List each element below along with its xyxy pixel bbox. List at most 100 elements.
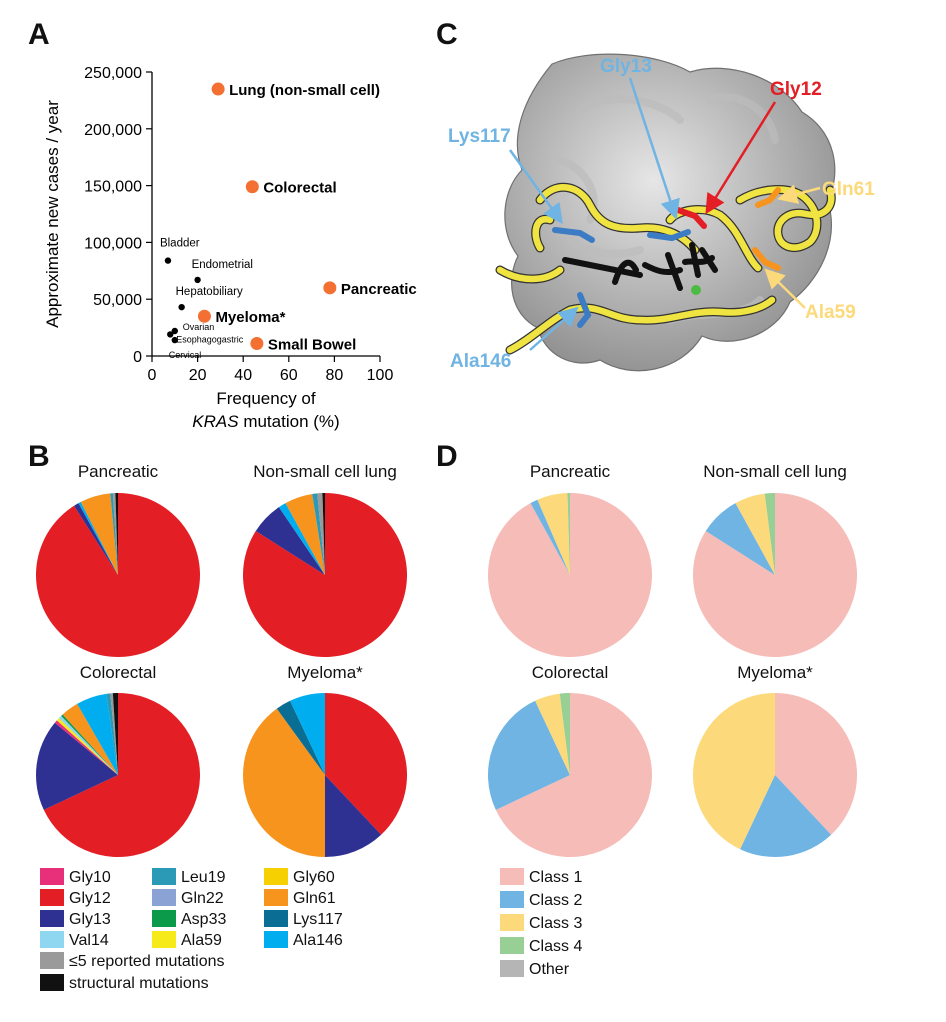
legend-label: Class 2 <box>529 892 583 909</box>
pie-slice <box>764 493 775 575</box>
point-label: Bladder <box>160 238 200 250</box>
legend-item: Class 2 <box>500 891 582 910</box>
legend-swatch <box>264 931 288 948</box>
pie-slice <box>56 718 118 775</box>
pie-d-title-myeloma: Myeloma* <box>737 663 813 682</box>
pie-slice <box>317 493 325 575</box>
pie-slice <box>325 775 382 857</box>
residue-label: Gly12 <box>770 79 822 100</box>
pie-slice <box>290 693 325 775</box>
pie-slice <box>106 693 118 775</box>
legend-swatch <box>500 960 524 977</box>
pie-slice <box>276 700 325 775</box>
pie-slice <box>535 693 570 775</box>
pie-slice <box>243 708 325 857</box>
surface-fold <box>576 95 684 124</box>
legend-item: Gln61 <box>264 889 336 908</box>
scatter-point <box>197 309 211 323</box>
residue-arrow <box>628 77 680 220</box>
legend-item: structural mutations <box>40 974 209 993</box>
pie-slice <box>112 493 118 575</box>
legend-swatch <box>500 937 524 954</box>
y-tick-label: 250,000 <box>84 65 142 82</box>
y-tick-label: 200,000 <box>84 122 142 139</box>
pie-b-lung <box>242 493 407 657</box>
legend-label: ≤5 reported mutations <box>69 953 225 970</box>
pie-d-pancreatic <box>488 493 652 657</box>
scatter-point <box>178 303 185 311</box>
legend-item: ≤5 reported mutations <box>40 952 225 971</box>
pie-slice <box>61 714 118 775</box>
y-tick-label: 0 <box>133 349 142 366</box>
legend-label: Gly13 <box>69 911 111 928</box>
x-tick-label: 0 <box>148 367 157 384</box>
x-tick-label: 100 <box>367 367 394 384</box>
scatter-point <box>250 337 264 351</box>
pie-b-pancreatic <box>35 493 200 657</box>
legend-label: Val14 <box>69 932 109 949</box>
legend-swatch <box>40 974 64 991</box>
pie-slice <box>705 503 775 575</box>
pie-d-title-lung: Non-small cell lung <box>703 462 847 481</box>
pie-b-title-myeloma: Myeloma* <box>287 663 363 682</box>
x-tick-label: 80 <box>326 367 344 384</box>
pie-slice <box>115 493 118 575</box>
pie-d-colorectal <box>488 693 652 857</box>
residue-label: Gln61 <box>822 179 875 200</box>
pie-slice <box>325 693 407 835</box>
legend-label: Class 4 <box>529 938 583 955</box>
legend-classes: Class 1 Class 2 Class 3 Class 4 Other <box>500 868 700 1008</box>
scatter-point <box>211 82 225 96</box>
point-label: Endometrial <box>192 259 253 271</box>
legend-label: Class 1 <box>529 869 583 886</box>
legend-label: Ala146 <box>293 932 343 949</box>
legend-item: Gly12 <box>40 889 111 908</box>
residue-stick <box>755 187 781 208</box>
surface-fold <box>706 93 779 144</box>
scatter-point <box>323 281 337 295</box>
legend-item: Ala146 <box>264 931 343 950</box>
pie-slice <box>322 493 325 575</box>
y-tick-label: 150,000 <box>84 179 142 196</box>
legend-swatch <box>152 910 176 927</box>
x-axis-label: Frequency of <box>216 389 315 408</box>
pie-slice <box>58 715 118 775</box>
pie-b-colorectal <box>36 693 200 857</box>
residue-stick <box>577 292 592 328</box>
legend-swatch <box>152 931 176 948</box>
pie-b-title-pancreatic: Pancreatic <box>77 462 159 481</box>
x-tick-label: 60 <box>280 367 298 384</box>
panel-b-label: B <box>28 440 50 473</box>
legend-item: Gly60 <box>264 868 335 887</box>
legend-label: Gly10 <box>69 869 111 886</box>
scatter-point <box>171 336 178 344</box>
point-label: Colorectal <box>263 180 336 197</box>
legend-label: Gln61 <box>293 890 336 907</box>
y-tick-label: 100,000 <box>84 235 142 252</box>
pie-slice <box>78 501 118 575</box>
legend-item: Asp33 <box>152 910 226 929</box>
legend-item: Ala59 <box>152 931 222 950</box>
legend-swatch <box>264 868 288 885</box>
legend-label: structural mutations <box>69 975 209 992</box>
pie-slice <box>278 503 325 575</box>
pie-slice <box>74 503 118 575</box>
pie-d-myeloma <box>693 693 857 857</box>
point-label: Hepatobiliary <box>176 286 243 298</box>
residue-label: Gly13 <box>600 56 652 77</box>
pie-slice <box>567 493 570 575</box>
pie-slice <box>530 499 570 575</box>
residue-label: Lys117 <box>448 126 511 147</box>
pie-slice <box>110 693 118 775</box>
pie-b-myeloma <box>243 693 407 857</box>
scatter-point <box>167 331 174 338</box>
legend-swatch <box>152 868 176 885</box>
pie-b-title-lung: Non-small cell lung <box>253 462 397 481</box>
scatter-chart: 0 50,000 100,000 150,000 200,000 250,000 0 20 40… <box>43 65 417 431</box>
pie-slice <box>242 493 407 657</box>
legend-swatch <box>500 891 524 908</box>
nucleotide-ligand <box>562 242 718 291</box>
legend-item: Other <box>500 960 569 979</box>
pie-slice <box>735 493 775 575</box>
residue-stick <box>675 207 707 229</box>
